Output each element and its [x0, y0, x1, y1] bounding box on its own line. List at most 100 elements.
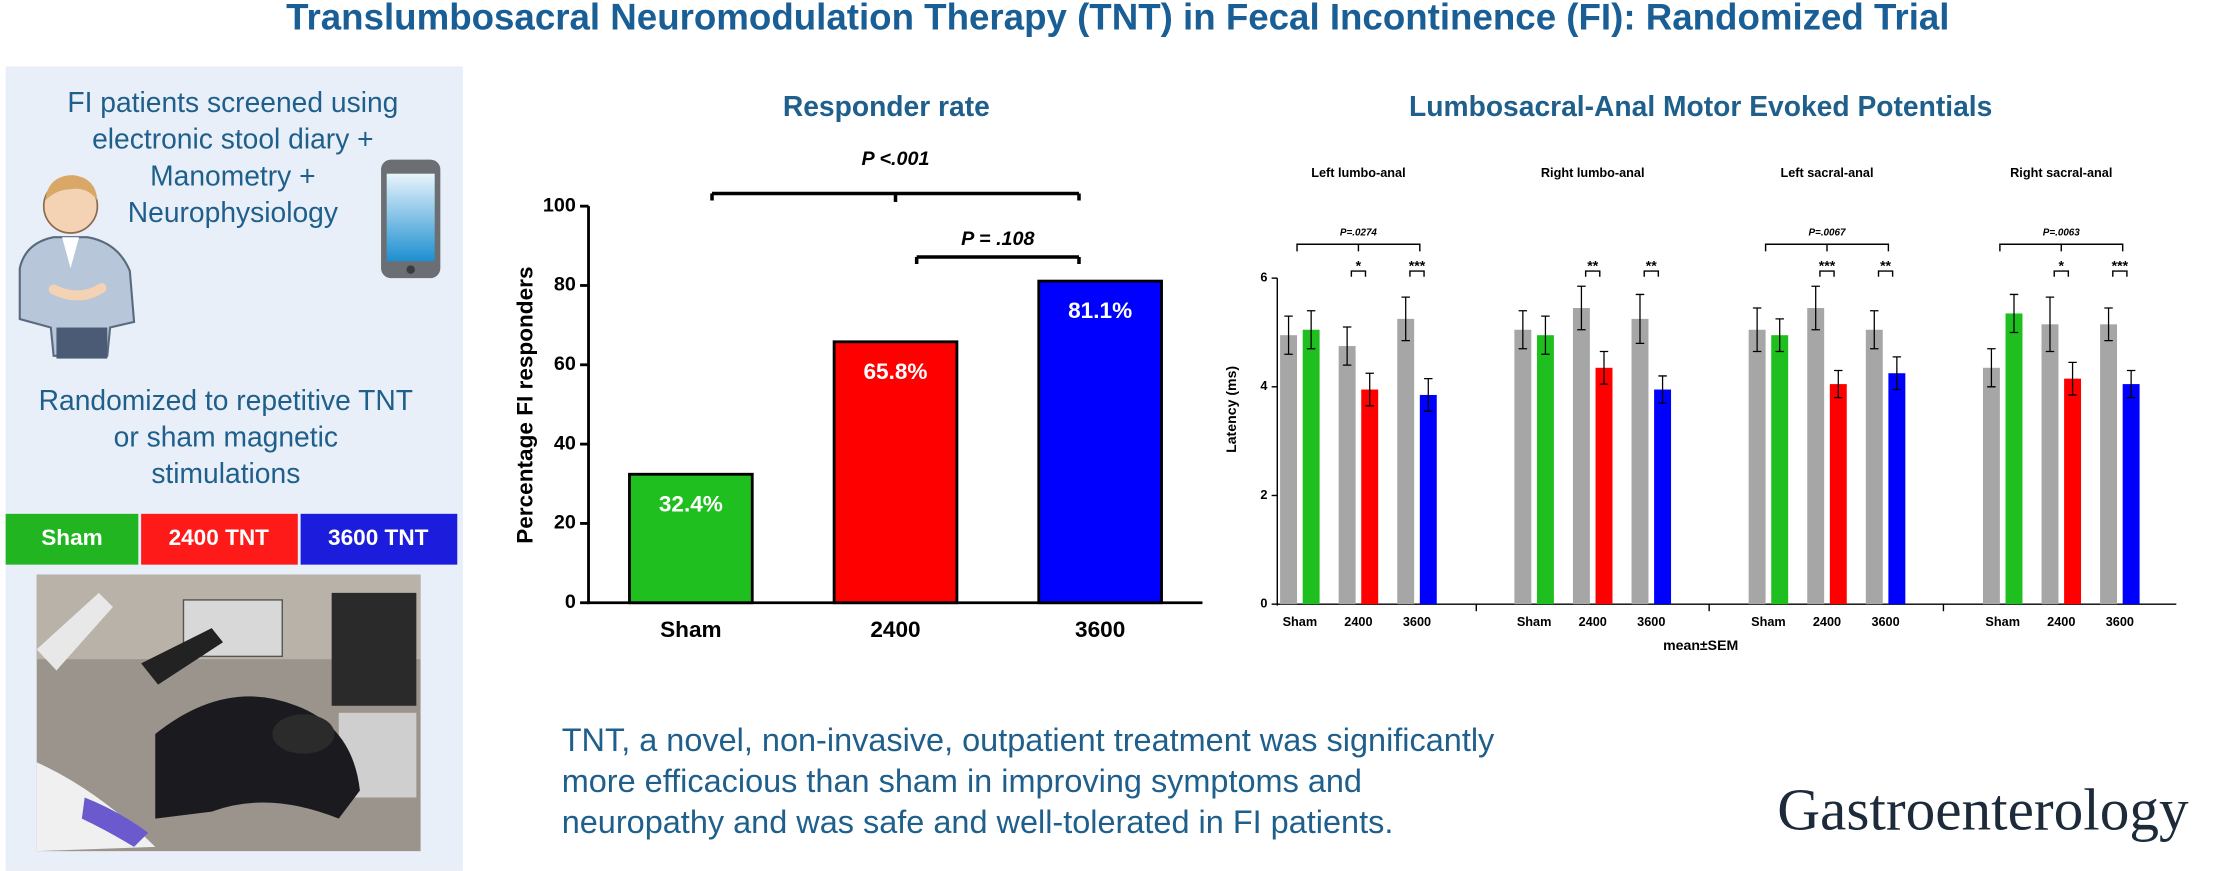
bar	[1419, 394, 1437, 605]
x-tick-label: Sham	[1517, 615, 1552, 629]
bar	[1572, 308, 1590, 605]
bar	[1865, 329, 1883, 605]
error-bar	[1306, 310, 1316, 350]
x-tick-label: 3600	[2106, 615, 2134, 629]
bar	[1514, 329, 1532, 605]
error-bar	[1987, 348, 1996, 388]
value-label: 32.4%	[659, 491, 723, 516]
significance-bracket	[2053, 270, 2070, 277]
chart-title: Responder rate	[783, 90, 990, 122]
error-bar	[1834, 369, 1843, 399]
treatment-photo	[36, 574, 421, 852]
error-bar	[1577, 285, 1586, 331]
significance-bracket	[1643, 270, 1660, 277]
phone-illustration	[381, 159, 441, 279]
error-bar	[1775, 318, 1784, 353]
error-bar	[1424, 378, 1433, 412]
screening-text: Manometry +	[150, 159, 315, 191]
bar	[832, 340, 959, 605]
error-bar	[1635, 293, 1645, 344]
significance-stars: **	[1880, 258, 1891, 274]
bar	[2100, 324, 2118, 605]
screening-text: electronic stool diary +	[92, 123, 374, 155]
group-label: 3600 TNT	[328, 525, 429, 550]
bar	[1397, 318, 1415, 605]
bar	[1338, 346, 1356, 605]
x-tick-label: Sham	[1283, 615, 1318, 629]
x-tick-label: 2400	[2047, 615, 2075, 629]
y-tick-label: 4	[1260, 379, 1267, 393]
error-bar	[1870, 310, 1879, 350]
error-bar	[1658, 375, 1667, 404]
y-tick-label: 20	[554, 512, 576, 534]
bar	[1748, 329, 1766, 605]
significance-bracket	[1819, 270, 1835, 277]
group-3600	[300, 513, 458, 565]
page-title: Translumbosacral Neuromodulation Therapy…	[286, 0, 1949, 38]
group-2400	[141, 513, 298, 565]
error-bar	[1518, 310, 1528, 350]
bar	[2041, 324, 2059, 605]
panel-title: Right lumbo-anal	[1541, 166, 1645, 180]
x-tick-label: Sham	[660, 617, 721, 642]
bar	[1037, 279, 1163, 605]
p-bracket	[1764, 243, 1890, 252]
bar	[1807, 308, 1825, 605]
y-tick-label: 100	[543, 194, 576, 216]
patient-illustration	[18, 175, 136, 359]
bar	[1280, 335, 1298, 605]
bar	[628, 472, 754, 605]
error-bar	[1365, 372, 1374, 407]
bar	[1771, 335, 1789, 605]
bar	[1536, 335, 1554, 605]
error-bar	[1541, 315, 1550, 355]
randomization-text: Randomized to repetitive TNT	[39, 384, 413, 416]
y-tick-label: 80	[554, 274, 576, 296]
x-tick-label: Sham	[1751, 615, 1786, 629]
error-bar	[1401, 296, 1410, 342]
x-tick-label: 3600	[1871, 615, 1899, 629]
value-label: 65.8%	[863, 359, 927, 384]
x-tick-label: 3600	[1637, 615, 1665, 629]
p-value: P = .108	[961, 228, 1034, 250]
significance-stars: **	[1646, 258, 1657, 274]
panel-title: Right sacral-anal	[2010, 166, 2112, 180]
y-tick-label: 0	[565, 591, 576, 613]
y-tick-label: 2	[1260, 488, 1267, 502]
significance-bracket	[1350, 270, 1367, 277]
group-label: Sham	[41, 525, 102, 550]
significance-stars: **	[1587, 258, 1598, 274]
bar	[2064, 378, 2082, 605]
conclusion-text: neuropathy and was safe and well-tolerat…	[562, 804, 1394, 840]
error-bar	[1342, 326, 1352, 366]
x-tick-label: 3600	[1075, 617, 1125, 642]
error-bar	[2068, 361, 2077, 396]
x-tick-label: Sham	[1985, 615, 2020, 629]
y-axis-label: Latency (ms)	[1223, 366, 1239, 453]
error-bar	[1284, 315, 1293, 355]
conclusion-text: more efficacious than sham in improving …	[562, 763, 1362, 799]
significance-stars: ***	[1819, 258, 1836, 274]
p-bracket	[1296, 243, 1421, 252]
chart-title: Lumbosacral-Anal Motor Evoked Potentials	[1409, 90, 1992, 122]
conclusion-text: TNT, a novel, non-invasive, outpatient t…	[562, 722, 1495, 758]
y-tick-label: 60	[554, 353, 576, 375]
significance-stars: *	[2059, 258, 2065, 274]
bar	[1888, 373, 1906, 605]
y-tick-label: 6	[1260, 270, 1267, 284]
y-tick-label: 0	[1260, 597, 1267, 611]
group-label: 2400 TNT	[169, 525, 270, 550]
x-tick-label: 2400	[1344, 615, 1372, 629]
x-tick-label: 2400	[870, 617, 920, 642]
p-bracket	[1999, 243, 2124, 252]
bar	[2005, 313, 2023, 605]
significance-stars: *	[1356, 258, 1362, 274]
p-value: P=.0067	[1808, 228, 1846, 239]
p-value: P=.0063	[2043, 228, 2081, 239]
bar	[2122, 384, 2140, 605]
significance-bracket	[1409, 270, 1425, 277]
significance-bracket	[2112, 270, 2128, 277]
x-tick-label: 3600	[1403, 615, 1431, 629]
